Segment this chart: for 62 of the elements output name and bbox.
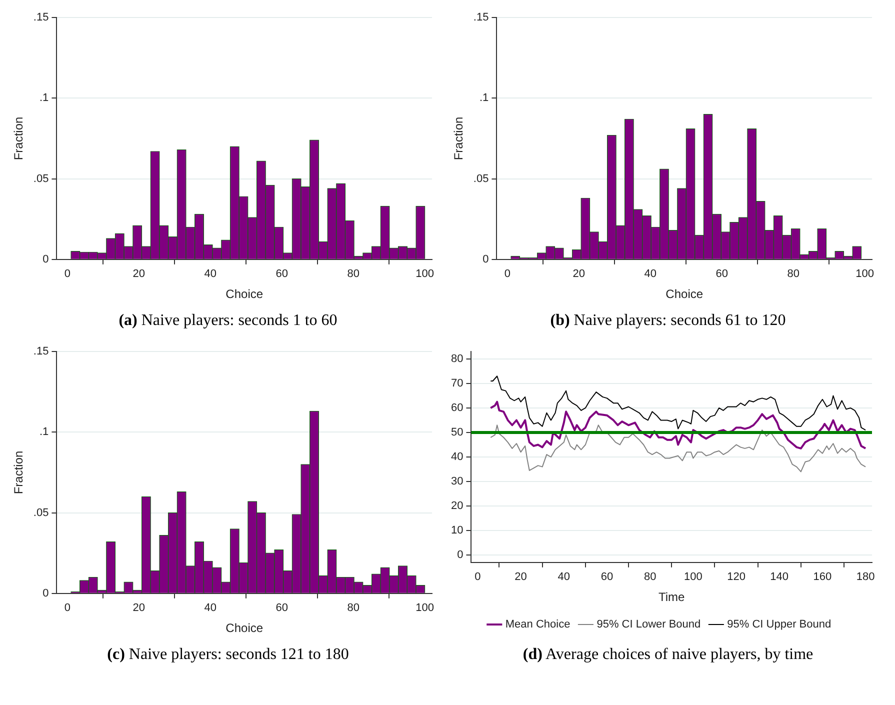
y-tick-label: 30: [450, 476, 464, 488]
text: (b) Naive players: seconds 61 to 120: [550, 312, 786, 329]
x-tick-label: 160: [813, 571, 832, 584]
y-tick-label: .05: [33, 172, 49, 185]
x-tick-label: 140: [770, 571, 789, 584]
y-tick-label: .1: [40, 92, 49, 104]
x-tick-label: 60: [276, 268, 288, 280]
y-tick-label: 80: [450, 352, 464, 365]
x-tick-label: 20: [514, 571, 527, 584]
legend-label: 95% CI Upper Bound: [727, 618, 832, 631]
x-tick-label: 60: [276, 602, 288, 614]
y-tick-label: 20: [450, 500, 464, 512]
x-tick-label: 80: [347, 268, 360, 280]
y-axis-title: Fraction: [452, 116, 466, 160]
y-tick-label: 10: [450, 524, 464, 537]
x-tick-label: 0: [504, 268, 510, 280]
x-tick-label: 100: [416, 268, 434, 280]
y-tick-label: .05: [33, 506, 49, 519]
y-tick-label: 70: [450, 377, 464, 390]
x-axis-title: Choice: [226, 621, 264, 636]
y-axis-title: Fraction: [12, 116, 26, 160]
x-tick-label: 80: [787, 268, 800, 280]
x-axis-title: Time: [658, 590, 686, 604]
y-tick-label: .05: [473, 172, 489, 185]
x-axis-title: Choice: [226, 287, 264, 302]
y-tick-label: 0: [42, 587, 49, 600]
y-tick-label: .15: [33, 346, 49, 358]
y-tick-label: .15: [33, 12, 49, 24]
x-tick-label: 20: [132, 268, 146, 280]
y-tick-label: 0: [482, 253, 489, 266]
x-tick-label: 100: [856, 268, 874, 280]
x-tick-label: 20: [572, 268, 586, 280]
y-tick-label: 0: [457, 549, 464, 562]
x-tick-label: 0: [64, 602, 70, 614]
y-tick-label: 50: [450, 426, 464, 439]
y-tick-label: .1: [40, 426, 49, 438]
x-tick-label: 60: [716, 268, 728, 280]
y-tick-label: .1: [480, 92, 489, 104]
text: (d) Average choices of naive players, by time: [522, 646, 814, 663]
x-tick-label: 60: [600, 571, 614, 584]
x-tick-label: 40: [558, 571, 570, 584]
x-tick-label: 40: [204, 268, 217, 280]
y-tick-label: .15: [473, 12, 489, 24]
legend-label: Mean Choice: [505, 618, 570, 631]
text: (a) Naive players: seconds 1 to 60: [118, 312, 338, 329]
y-axis-title: Fraction: [12, 450, 26, 494]
x-tick-label: 120: [727, 571, 746, 584]
x-tick-label: 0: [64, 268, 70, 280]
x-tick-label: 40: [204, 602, 217, 614]
x-tick-label: 100: [416, 602, 434, 614]
x-tick-label: 40: [644, 268, 657, 280]
y-tick-label: 40: [450, 451, 464, 464]
text: (c) Naive players: seconds 121 to 180: [107, 646, 349, 663]
legend-label: 95% CI Lower Bound: [596, 618, 701, 631]
x-tick-label: 180: [856, 571, 875, 584]
x-tick-label: 100: [684, 571, 702, 584]
x-tick-label: 80: [644, 571, 656, 584]
x-tick-label: 20: [132, 602, 146, 614]
y-tick-label: 0: [42, 253, 49, 266]
y-tick-label: 60: [450, 402, 464, 414]
x-axis-title: Choice: [666, 287, 704, 302]
x-tick-label: 80: [347, 602, 360, 614]
